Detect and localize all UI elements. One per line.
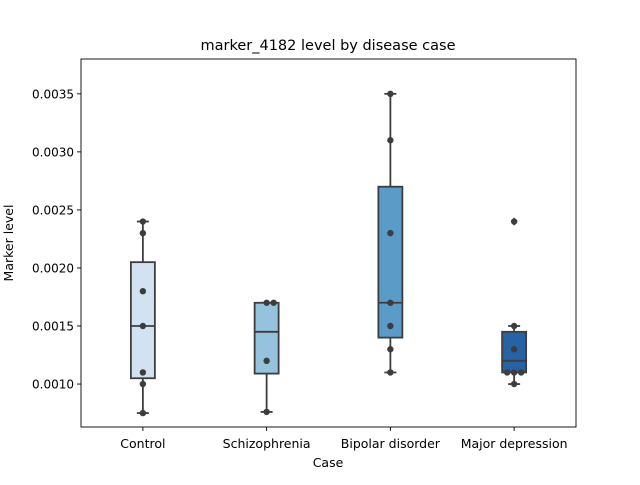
x-tick-label-control: Control bbox=[120, 436, 165, 451]
data-point-bipolar-disorder bbox=[387, 346, 394, 353]
data-point-bipolar-disorder bbox=[387, 322, 394, 330]
x-tick-label-major-depression: Major depression bbox=[461, 436, 568, 451]
data-point-schizophrenia bbox=[263, 299, 270, 306]
y-axis-label: Marker level bbox=[1, 205, 16, 282]
box-group-control bbox=[129, 220, 156, 414]
data-point-major-depression bbox=[517, 369, 525, 376]
data-point-control bbox=[139, 322, 147, 330]
chart-title: marker_4182 level by disease case bbox=[201, 38, 456, 54]
x-axis-label: Case bbox=[313, 455, 344, 470]
x-tick-label-bipolar-disorder: Bipolar disorder bbox=[341, 436, 441, 451]
y-tick-label: 0.0025 bbox=[32, 203, 74, 217]
data-point-bipolar-disorder bbox=[387, 229, 394, 237]
data-point-bipolar-disorder bbox=[387, 299, 394, 306]
y-tick-label: 0.0020 bbox=[32, 261, 74, 275]
data-point-major-depression bbox=[510, 322, 518, 330]
y-tick-label: 0.0030 bbox=[32, 145, 74, 159]
data-point-control bbox=[139, 287, 147, 295]
data-point-major-depression bbox=[510, 218, 518, 225]
y-tick-label: 0.0035 bbox=[32, 87, 74, 101]
data-point-bipolar-disorder bbox=[387, 90, 394, 98]
data-point-schizophrenia bbox=[270, 299, 277, 306]
data-point-control bbox=[139, 229, 147, 237]
box-bipolar-disorder bbox=[377, 185, 404, 339]
plot-area: 0.0010 0.0015 0.0020 0.0025 0.0030 0.0035 Cont… bbox=[32, 58, 577, 451]
data-point-schizophrenia bbox=[263, 357, 270, 365]
data-point-major-depression bbox=[510, 380, 518, 388]
data-point-bipolar-disorder bbox=[387, 369, 394, 376]
data-point-major-depression bbox=[510, 369, 518, 376]
data-point-control bbox=[139, 369, 147, 376]
x-tick-label-schizophrenia: Schizophrenia bbox=[223, 436, 311, 451]
axes-frame bbox=[80, 58, 577, 428]
data-point-schizophrenia bbox=[263, 408, 270, 416]
data-point-control bbox=[139, 409, 147, 417]
data-point-bipolar-disorder bbox=[387, 137, 394, 144]
data-point-control bbox=[139, 380, 147, 388]
data-point-major-depression bbox=[510, 346, 518, 353]
box-control bbox=[129, 261, 156, 380]
box-schizophrenia bbox=[253, 301, 280, 375]
y-tick-label: 0.0010 bbox=[32, 378, 74, 392]
y-tick-label: 0.0015 bbox=[32, 320, 74, 334]
data-point-major-depression bbox=[503, 369, 511, 376]
data-point-control bbox=[139, 218, 147, 225]
